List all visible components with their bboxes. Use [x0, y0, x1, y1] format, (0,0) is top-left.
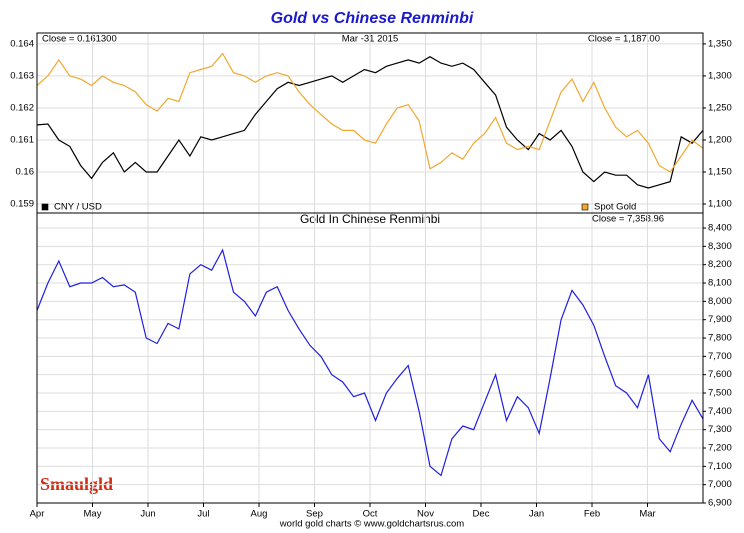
y2-tick-label: 8,200 [708, 259, 732, 270]
y2-tick-label: 6,900 [708, 498, 732, 509]
annotation: Close = 1,187.00 [588, 34, 660, 45]
x-tick-label: Sep [306, 509, 323, 520]
y2-tick-label: 7,500 [708, 388, 732, 399]
y-tick-label: 0.159 [10, 199, 34, 210]
line [36, 52, 704, 173]
legend-swatch [581, 203, 589, 211]
y-tick-label: 0.164 [10, 38, 34, 49]
x-tick-label: Aug [251, 509, 268, 520]
y2-tick-label: 1,100 [708, 199, 732, 210]
y2-tick-label: 1,200 [708, 134, 732, 145]
x-tick-label: Jun [140, 509, 155, 520]
y2-tick-label: 8,000 [708, 296, 732, 307]
y2-tick-label: 7,900 [708, 314, 732, 325]
chart-title: Gold vs Chinese Renminbi [271, 10, 474, 27]
y2-tick-label: 7,000 [708, 479, 732, 490]
y2-tick-label: 7,100 [708, 461, 732, 472]
annotation: Close = 7,358.96 [592, 214, 664, 225]
y-tick-label: 0.162 [10, 102, 34, 113]
y2-tick-label: 1,350 [708, 38, 732, 49]
y2-tick-label: 1,250 [708, 102, 732, 113]
x-tick-label: May [84, 509, 102, 520]
y-tick-label: 0.16 [16, 167, 35, 178]
y2-tick-label: 7,200 [708, 443, 732, 454]
y2-tick-label: 7,700 [708, 351, 732, 362]
y2-tick-label: 8,400 [708, 223, 732, 234]
y2-tick-label: 8,100 [708, 278, 732, 289]
y2-tick-label: 7,400 [708, 406, 732, 417]
logo: Smaulgld [40, 474, 113, 494]
y2-tick-label: 1,150 [708, 167, 732, 178]
line [36, 56, 704, 189]
legend-swatch [41, 203, 49, 211]
y-tick-label: 0.163 [10, 70, 34, 81]
source: world gold charts © www.goldchartsrus.co… [279, 519, 464, 530]
annotation: Close = 0.161300 [42, 34, 117, 45]
y2-tick-label: 7,300 [708, 424, 732, 435]
legend-label: Spot Gold [594, 202, 636, 213]
y2-tick-label: 7,600 [708, 369, 732, 380]
x-tick-label: Jul [197, 509, 209, 520]
x-tick-label: Jan [529, 509, 544, 520]
y2-tick-label: 8,300 [708, 241, 732, 252]
x-tick-label: Dec [473, 509, 490, 520]
y2-tick-label: 1,300 [708, 70, 732, 81]
legend-label: CNY / USD [54, 202, 102, 213]
x-tick-label: Nov [417, 509, 434, 520]
x-tick-label: Oct [363, 509, 378, 520]
line [36, 248, 704, 477]
x-tick-label: Mar [639, 509, 655, 520]
x-tick-label: Feb [584, 509, 600, 520]
y2-tick-label: 7,800 [708, 333, 732, 344]
y-tick-label: 0.161 [10, 134, 34, 145]
x-tick-label: Apr [30, 509, 45, 520]
